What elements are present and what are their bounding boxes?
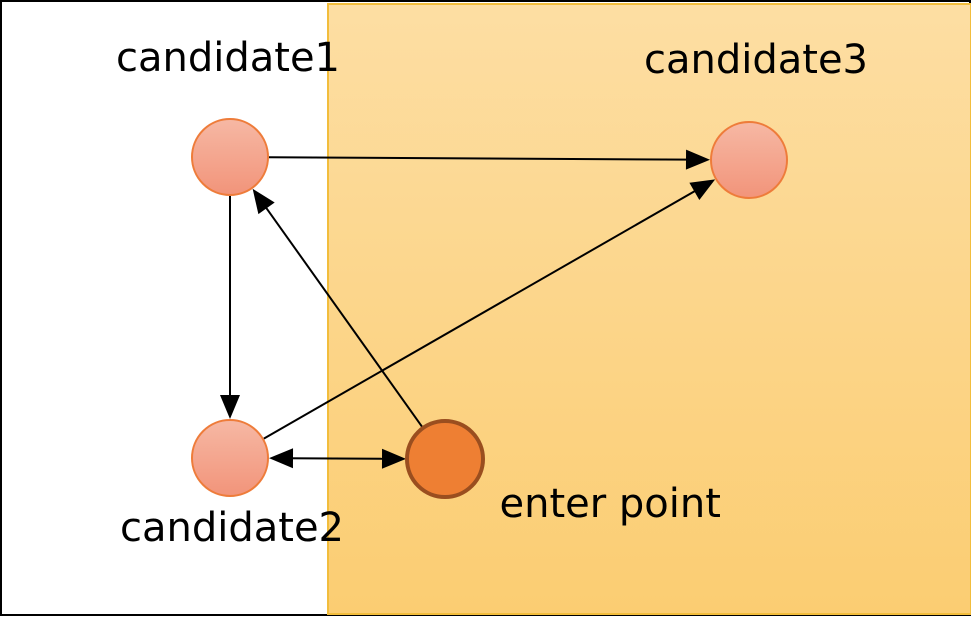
arrowhead-candidate1-to-candidate2 [220,395,240,419]
arrowhead-enter-point-to-candidate1 [253,189,275,214]
node-label-candidate3: candidate3 [644,40,868,80]
node-label-candidate1: candidate1 [116,38,340,78]
node-candidate2 [192,420,268,496]
node-label-enter-point: enter point [500,484,721,524]
node-candidate3 [711,122,787,198]
arrowhead-enter-point-to-candidate2 [269,448,293,468]
node-enter-point [407,421,483,497]
node-candidate1 [192,119,268,195]
node-label-candidate2: candidate2 [120,508,344,548]
